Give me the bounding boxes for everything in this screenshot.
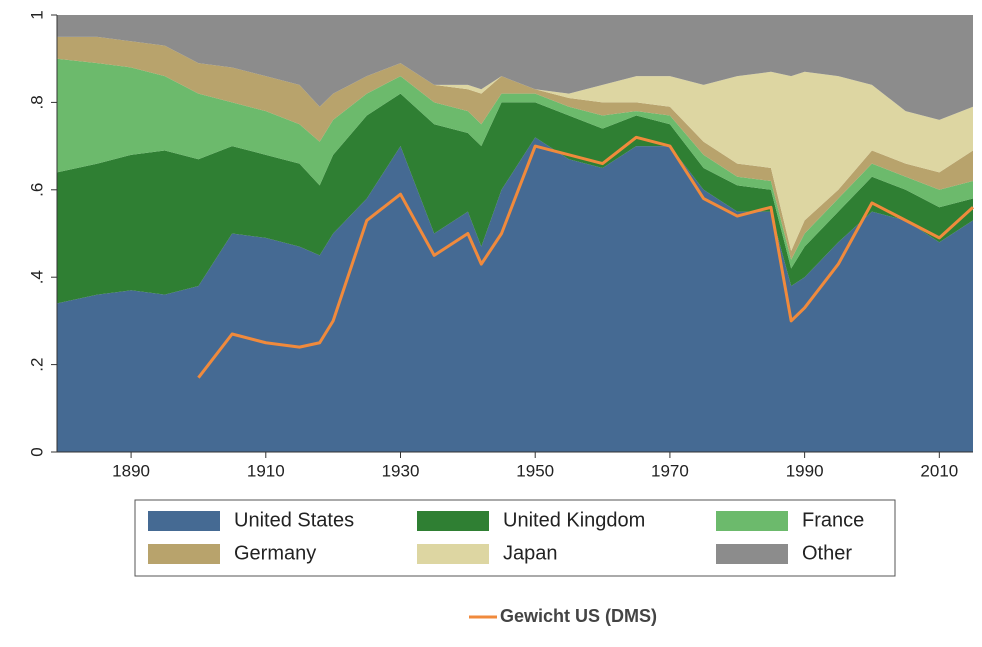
legend-swatch bbox=[417, 511, 489, 531]
legend-swatch bbox=[417, 544, 489, 564]
area bbox=[57, 58, 973, 269]
legend-label: United Kingdom bbox=[503, 509, 645, 531]
legend-swatch bbox=[148, 544, 220, 564]
legend-swatch bbox=[148, 511, 220, 531]
legend-swatch bbox=[716, 511, 788, 531]
area bbox=[57, 137, 973, 453]
area bbox=[57, 36, 973, 251]
x-tick-label: 1930 bbox=[382, 461, 420, 480]
legend-label: Japan bbox=[503, 542, 558, 564]
legend-label: Germany bbox=[234, 542, 316, 564]
x-tick-label: 1990 bbox=[786, 461, 824, 480]
y-tick-label: 0 bbox=[27, 447, 46, 456]
legend: United States United Kingdom France Germany… bbox=[148, 509, 864, 626]
area bbox=[57, 15, 973, 120]
legend-label: United States bbox=[234, 509, 354, 531]
area bbox=[57, 93, 973, 304]
legend-swatch bbox=[716, 544, 788, 564]
x-tick-label: 1910 bbox=[247, 461, 285, 480]
y-tick-label: .2 bbox=[27, 358, 46, 372]
legend-label: France bbox=[802, 509, 864, 531]
x-tick-label: 1970 bbox=[651, 461, 689, 480]
line bbox=[197, 135, 975, 379]
y-tick-label: .6 bbox=[27, 183, 46, 197]
x-tick-label: 1950 bbox=[516, 461, 554, 480]
x-tick-label: 1890 bbox=[112, 461, 150, 480]
area bbox=[57, 36, 973, 260]
y-tick-label: .4 bbox=[27, 270, 46, 284]
y-tick-label: .8 bbox=[27, 95, 46, 109]
x-tick-label: 2010 bbox=[920, 461, 958, 480]
legend-label: Gewicht US (DMS) bbox=[500, 606, 657, 626]
y-tick-label: 1 bbox=[27, 10, 46, 19]
legend-label: Other bbox=[802, 542, 852, 564]
